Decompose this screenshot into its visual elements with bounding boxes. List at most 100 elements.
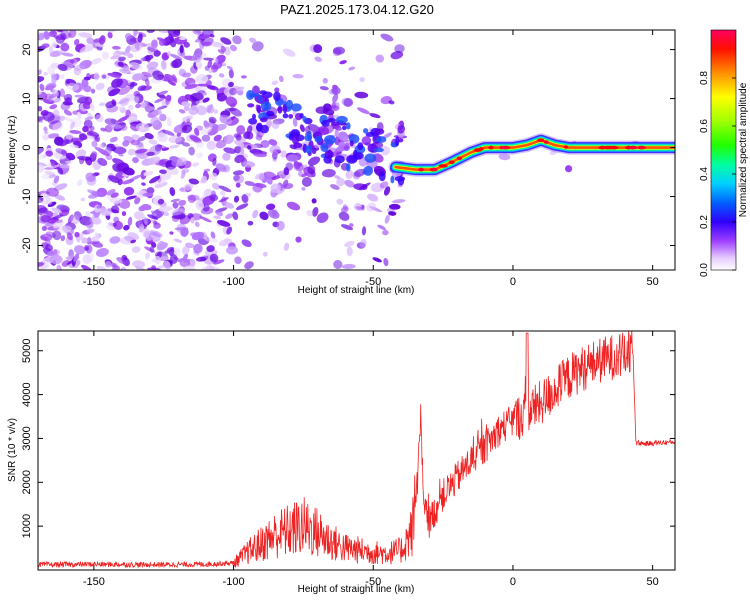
spectrogram-cell — [202, 97, 210, 103]
spectrogram-cell — [40, 200, 49, 205]
spectrogram-cell — [388, 211, 397, 216]
spectrogram-cell — [111, 205, 120, 214]
spectrogram-cell — [54, 183, 68, 191]
y-tick-label: 20 — [21, 43, 33, 55]
spectrogram-cell — [166, 167, 179, 175]
spectrogram-cell — [152, 70, 164, 81]
spectrogram-cell — [320, 143, 329, 152]
spectrogram-cell — [65, 78, 77, 86]
spectrogram-cell — [48, 45, 54, 55]
spectrogram-main-tone — [388, 133, 675, 177]
spectrogram-cell — [150, 116, 160, 126]
spectrogram-cell — [307, 165, 316, 175]
spectrogram-cell — [179, 44, 184, 54]
spectrogram-cell — [372, 257, 382, 263]
spectrogram-cell — [209, 172, 218, 181]
spectrogram-cell — [340, 206, 349, 213]
spectrogram-cell — [127, 232, 140, 241]
x-tick-label: -50 — [365, 276, 381, 288]
main-tone-hotspot — [499, 145, 504, 150]
spectrogram-cell — [117, 153, 124, 157]
x-tick-label: -50 — [365, 576, 381, 588]
spectrogram-cell — [333, 259, 343, 270]
spectrogram-cell — [138, 205, 147, 212]
spectrogram-cell — [100, 127, 107, 132]
spectrogram-cell — [255, 130, 261, 136]
spectrogram-cell — [262, 91, 273, 99]
spectrogram-cell — [210, 41, 224, 48]
spectrogram-cell — [301, 172, 308, 178]
spectrogram-cell — [363, 128, 369, 134]
y-tick-label: 4000 — [21, 382, 33, 406]
spectrogram-cell — [195, 105, 207, 116]
spectrogram-cell — [324, 135, 336, 145]
spectrogram-cell — [45, 82, 57, 90]
spectrogram-cell — [344, 179, 355, 188]
spectrogram-cell — [61, 149, 67, 157]
spectrogram-cell — [336, 198, 344, 205]
spectrogram-cell — [113, 220, 123, 230]
spectrogram-cell — [133, 30, 139, 37]
spectrogram-cell — [168, 248, 175, 257]
spectrogram-cell — [132, 157, 139, 164]
spectrogram-cell — [109, 136, 118, 143]
spectrogram-cell — [79, 59, 92, 70]
spectrogram-cell — [218, 73, 225, 78]
spectrogram-cell — [108, 175, 120, 184]
spectrogram-cell — [356, 242, 366, 249]
spectrogram-cell — [363, 165, 373, 176]
spectrogram-cell — [251, 41, 264, 52]
x-tick-label: 50 — [647, 576, 659, 588]
spectrogram-cell — [46, 187, 59, 197]
spectrogram-cell — [269, 145, 281, 154]
spectrogram-cell — [188, 178, 200, 185]
spectrogram-cell — [186, 118, 191, 123]
spectrogram-cell — [132, 73, 144, 81]
spectrogram-cell — [389, 203, 401, 210]
spectrogram-cell — [120, 124, 128, 131]
spectrogram-cell — [163, 260, 171, 270]
spectrogram-cell — [194, 221, 200, 228]
spectrogram-cell — [169, 53, 183, 60]
spectrogram-cell — [178, 199, 187, 206]
spectrogram-cell — [127, 148, 136, 156]
spectrogram-cell — [283, 242, 290, 251]
spectrogram-cell — [327, 149, 333, 159]
spectrogram-cell — [378, 171, 386, 182]
spectrogram-cell — [42, 153, 47, 158]
x-tick-label: 0 — [510, 276, 516, 288]
spectrogram-cell — [297, 170, 303, 177]
spectrogram-cell — [144, 132, 154, 140]
spectrogram-cell — [190, 217, 195, 224]
spectrogram-cell — [208, 68, 213, 74]
spectrogram-cell — [292, 134, 300, 145]
spectrogram-cell — [67, 214, 74, 224]
spectrogram-cell — [252, 209, 259, 219]
spectrogram-cell — [38, 89, 42, 95]
x-tick-label: -100 — [223, 576, 245, 588]
spectrogram-cell — [240, 147, 245, 155]
spectrogram-cell — [100, 206, 107, 214]
spectrogram-cell — [241, 194, 249, 204]
x-tick-label: -150 — [83, 576, 105, 588]
spectrogram-cell — [265, 203, 276, 211]
spectrogram-cell — [170, 60, 179, 69]
spectrogram-cell — [206, 245, 215, 253]
spectrogram-cell — [247, 220, 254, 226]
spectrogram-cell — [52, 220, 64, 229]
spectrogram-cell — [299, 113, 304, 119]
spectrogram-cell — [107, 72, 121, 78]
spectrogram-cell — [218, 185, 232, 193]
y-tick-label: 0 — [21, 144, 33, 150]
spectrogram-cell — [234, 256, 242, 265]
spectrogram-cell — [177, 257, 185, 263]
spectrogram-cell — [156, 105, 168, 110]
spectrogram-cell — [181, 124, 193, 134]
spectrogram-cell — [117, 86, 131, 95]
spectrogram-cell — [69, 130, 82, 134]
spectrogram-cell — [91, 191, 104, 198]
spectrogram-cell — [246, 131, 254, 140]
spectrogram-cell — [129, 62, 143, 70]
spectrogram-cell — [135, 148, 148, 154]
spectrogram-cell — [196, 152, 203, 159]
